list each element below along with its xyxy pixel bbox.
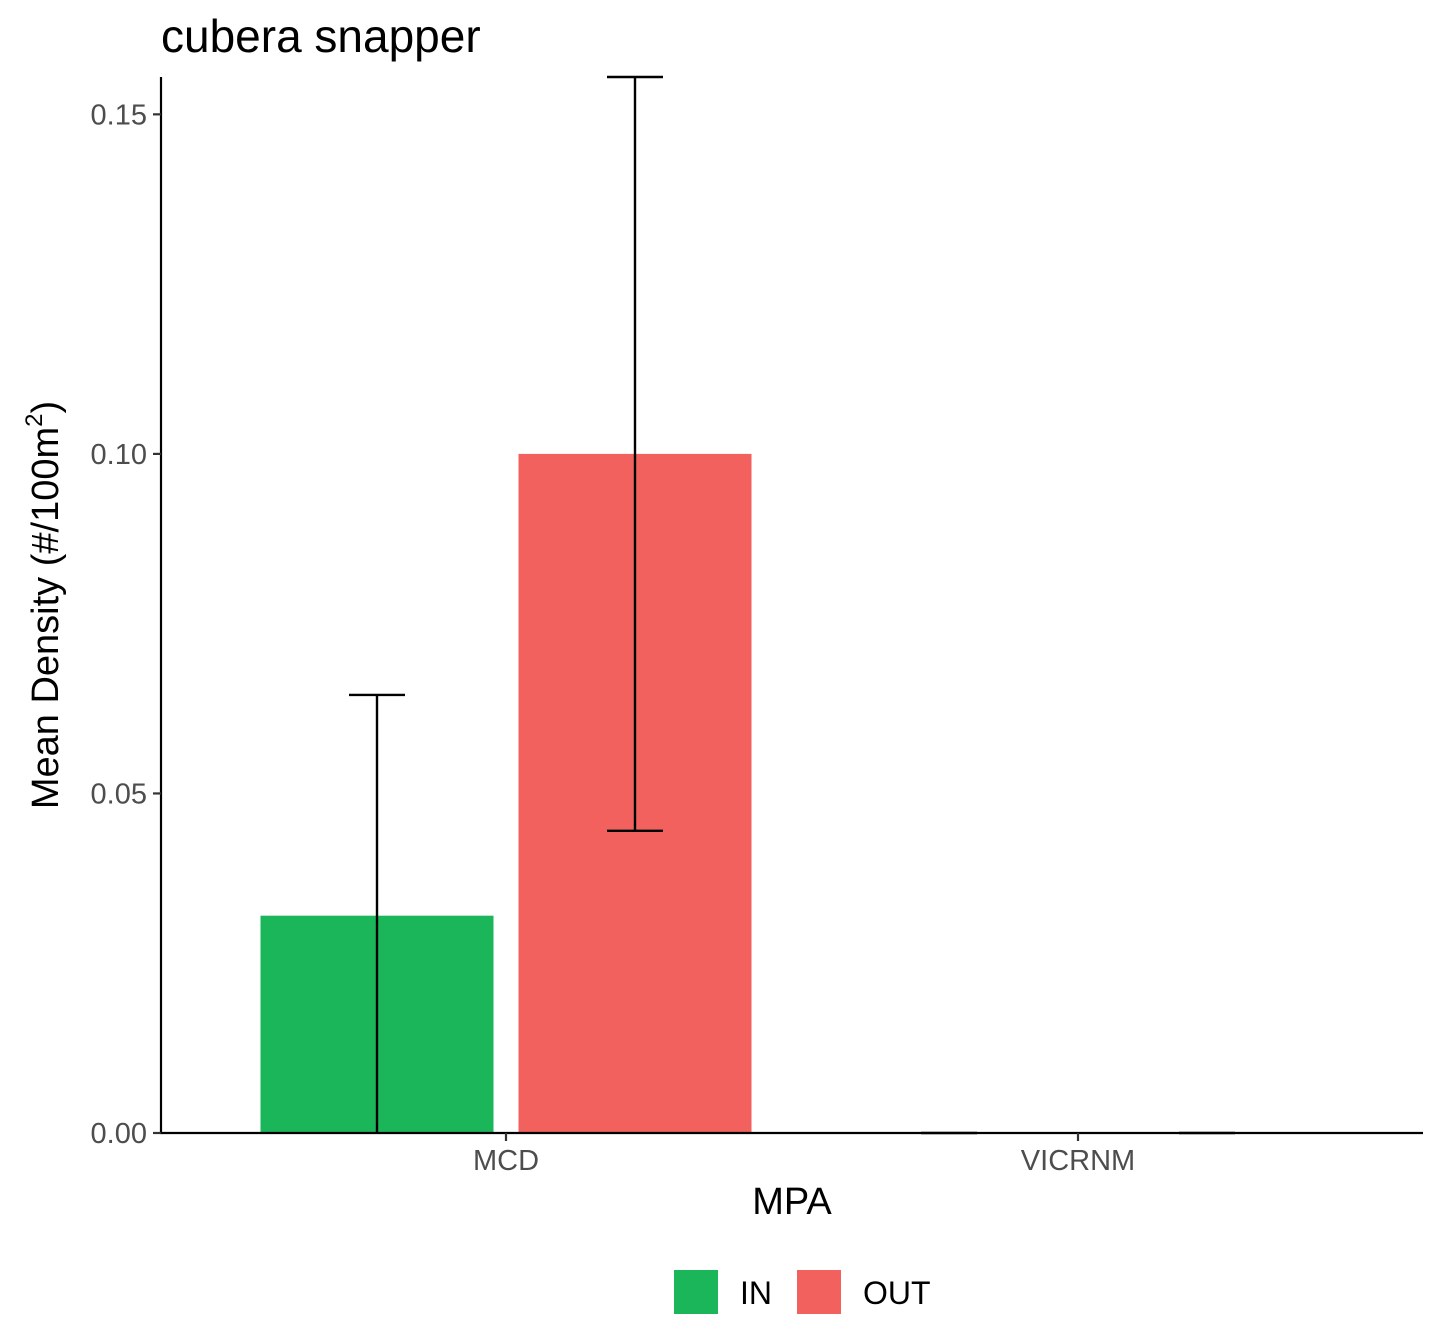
errorbar-out-mcd — [607, 75, 663, 833]
x-tick-label: MCD — [473, 1145, 539, 1177]
y-tick-label: 0.10 — [91, 439, 147, 471]
y-tick-label: 0.00 — [91, 1118, 147, 1150]
y-ticks: 0.00 0.05 0.10 0.15 — [91, 99, 161, 1150]
x-ticks: MCD VICRNM — [473, 1133, 1135, 1177]
errorbar-in-mcd — [349, 693, 405, 1133]
y-tick-label: 0.15 — [91, 99, 147, 131]
legend-key-in — [674, 1270, 718, 1314]
x-tick-label: VICRNM — [1021, 1145, 1135, 1177]
legend-key-out — [797, 1270, 841, 1314]
x-axis-title: MPA — [752, 1181, 832, 1223]
y-tick-label: 0.05 — [91, 778, 147, 810]
bars-layer — [260, 453, 752, 1133]
y-axis-title-suffix: ) — [25, 401, 67, 414]
legend: IN OUT — [674, 1270, 931, 1314]
legend-label-in: IN — [740, 1275, 772, 1311]
chart-title: cubera snapper — [161, 10, 481, 62]
y-axis-title: Mean Density (#/100m2) — [21, 401, 67, 809]
legend-label-out: OUT — [863, 1275, 931, 1311]
y-axis-title-superscript: 2 — [21, 414, 48, 427]
y-axis-title-main: Mean Density (#/100m — [25, 427, 67, 809]
